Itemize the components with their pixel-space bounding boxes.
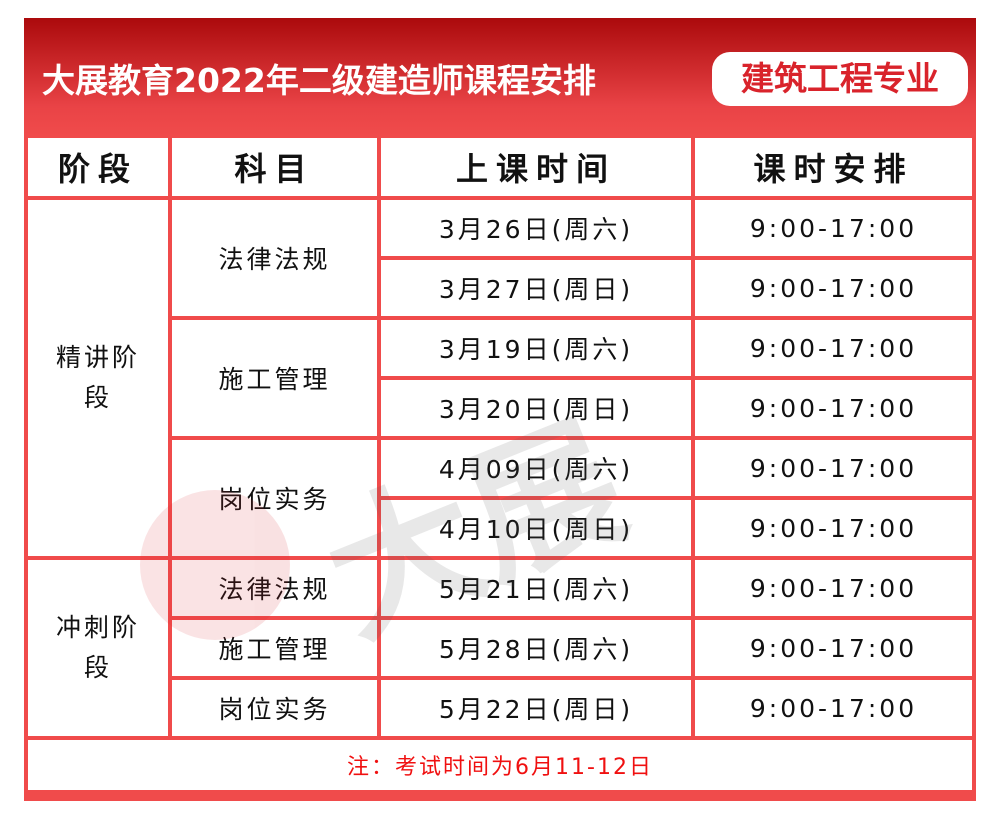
major-badge: 建筑工程专业 <box>712 52 968 106</box>
time-cell: 9:00-17:00 <box>695 500 972 556</box>
time-cell: 9:00-17:00 <box>695 380 972 436</box>
column-header: 课时安排 <box>695 138 972 196</box>
subject-cell: 施工管理 <box>172 620 377 676</box>
date-cell: 3月27日(周日) <box>381 260 691 316</box>
exam-note: 注：考试时间为6月11-12日 <box>28 740 972 790</box>
subject-cell: 法律法规 <box>172 560 377 616</box>
time-cell: 9:00-17:00 <box>695 560 972 616</box>
subject-cell: 岗位实务 <box>172 680 377 736</box>
column-header: 上课时间 <box>381 138 691 196</box>
column-header: 阶段 <box>28 138 168 196</box>
time-cell: 9:00-17:00 <box>695 620 972 676</box>
date-cell: 4月09日(周六) <box>381 440 691 496</box>
stage-cell: 精讲阶段 <box>28 200 168 556</box>
time-cell: 9:00-17:00 <box>695 320 972 376</box>
subject-cell: 法律法规 <box>172 200 377 316</box>
page-title: 大展教育2022年二级建造师课程安排 <box>42 61 596 100</box>
subject-cell: 施工管理 <box>172 320 377 436</box>
time-cell: 9:00-17:00 <box>695 200 972 256</box>
date-cell: 5月22日(周日) <box>381 680 691 736</box>
schedule-table: 阶段 科目 上课时间 课时安排 精讲阶段 法律法规 3月26日(周六) 9:00… <box>24 134 976 794</box>
stage-cell: 冲刺阶段 <box>28 560 168 736</box>
date-cell: 5月28日(周六) <box>381 620 691 676</box>
time-cell: 9:00-17:00 <box>695 680 972 736</box>
date-cell: 5月21日(周六) <box>381 560 691 616</box>
date-cell: 3月26日(周六) <box>381 200 691 256</box>
date-cell: 4月10日(周日) <box>381 500 691 556</box>
date-cell: 3月20日(周日) <box>381 380 691 436</box>
date-cell: 3月19日(周六) <box>381 320 691 376</box>
time-cell: 9:00-17:00 <box>695 440 972 496</box>
time-cell: 9:00-17:00 <box>695 260 972 316</box>
schedule-frame: 大展教育2022年二级建造师课程安排 建筑工程专业 阶段 科目 上课时间 课时安… <box>24 18 976 801</box>
column-header: 科目 <box>172 138 377 196</box>
subject-cell: 岗位实务 <box>172 440 377 556</box>
header-banner: 大展教育2022年二级建造师课程安排 建筑工程专业 <box>24 18 976 136</box>
